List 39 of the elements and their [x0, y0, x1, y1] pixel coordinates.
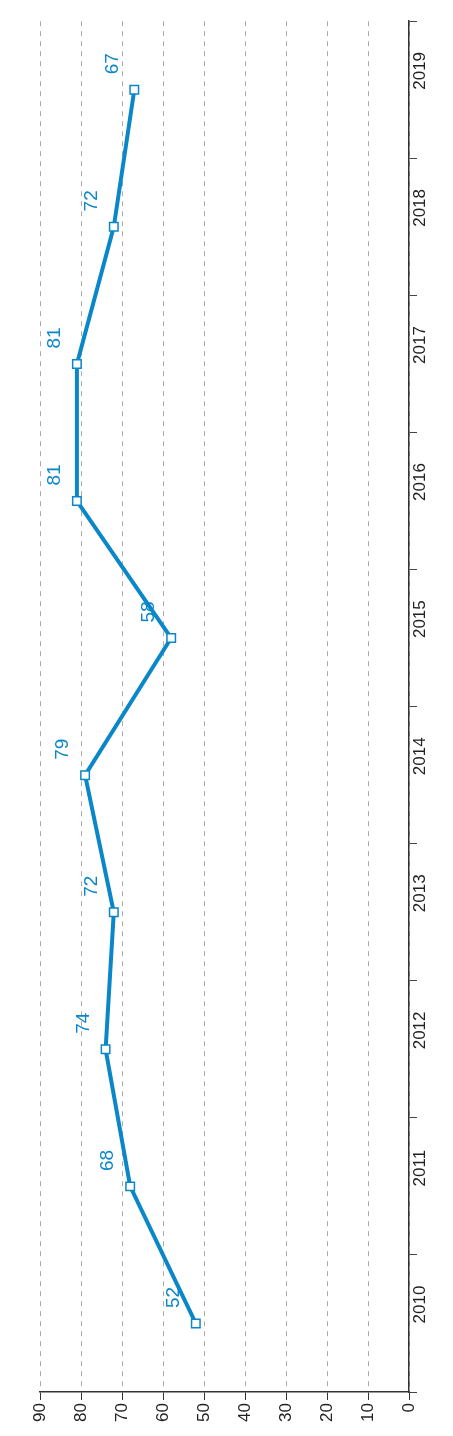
y-tick-label: 2017 — [409, 326, 429, 364]
point — [129, 84, 140, 95]
x-tick-label: 70 — [111, 1403, 131, 1422]
data-label: 79 — [51, 738, 73, 760]
x-tick-label: 10 — [357, 1403, 377, 1422]
x-tick-label: 40 — [234, 1403, 254, 1422]
data-label: 52 — [162, 1286, 184, 1309]
y-tick-label: 2012 — [409, 1011, 429, 1050]
y-tick-label: 2013 — [409, 874, 429, 913]
x-tick-label: 80 — [70, 1403, 90, 1422]
point — [108, 907, 119, 918]
point — [100, 1044, 111, 1055]
x-tick-label: 90 — [29, 1403, 49, 1422]
y-tick-label: 2014 — [409, 737, 429, 776]
y-tick-label: 2018 — [409, 188, 429, 227]
point — [125, 1181, 136, 1192]
point — [71, 358, 82, 369]
data-label: 72 — [80, 875, 102, 897]
y-tick-label: 2015 — [409, 600, 429, 639]
point — [71, 495, 82, 506]
y-tick-label: 2010 — [409, 1285, 429, 1324]
data-label: 72 — [80, 190, 102, 212]
data-label: 74 — [71, 1012, 93, 1034]
x-tick-label: 30 — [275, 1403, 295, 1422]
x-tick-label: 60 — [152, 1403, 172, 1422]
point — [190, 1318, 201, 1329]
data-label: 68 — [96, 1149, 118, 1171]
x-tick-label: 50 — [193, 1403, 213, 1422]
data-label: 81 — [43, 327, 65, 349]
point — [80, 770, 91, 781]
point — [108, 221, 119, 232]
x-tick-label: 20 — [316, 1403, 336, 1422]
point — [166, 633, 177, 644]
data-label: 81 — [43, 464, 65, 486]
y-tick-label: 2011 — [409, 1149, 429, 1187]
y-tick-label: 2016 — [409, 463, 429, 501]
y-tick-label: 2019 — [409, 51, 429, 90]
data-label: 67 — [100, 53, 122, 75]
x-tick-label: 0 — [398, 1403, 418, 1413]
